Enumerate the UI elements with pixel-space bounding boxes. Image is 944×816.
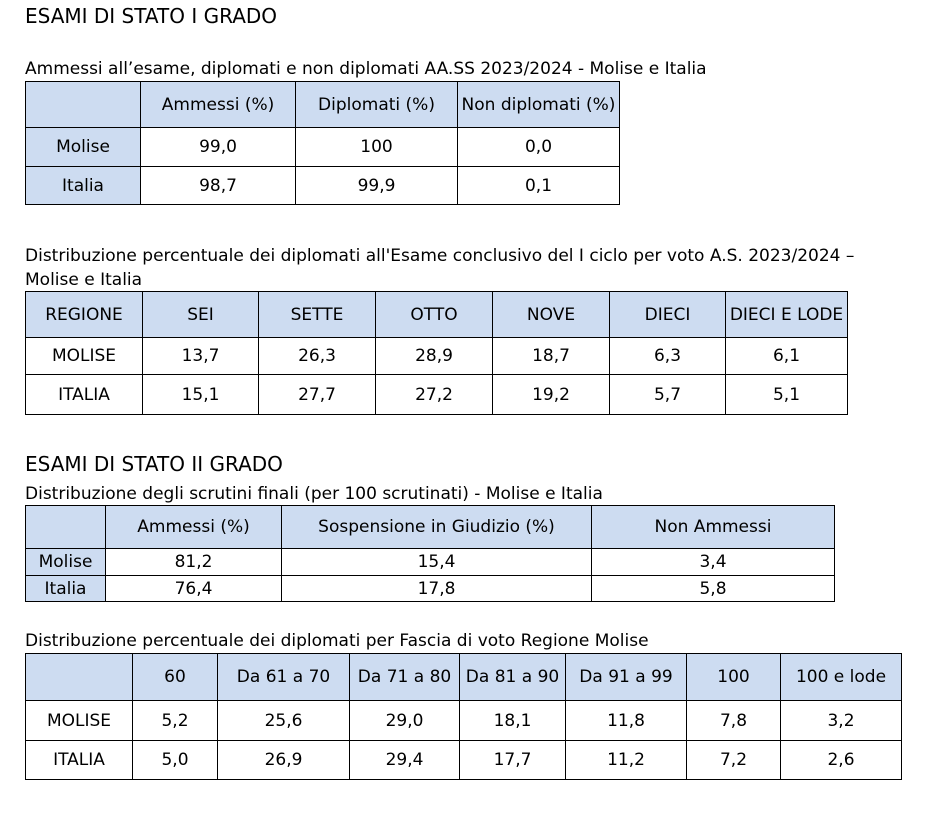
table-cell: Ammessi (%) xyxy=(105,505,282,549)
table-cell: 13,7 xyxy=(142,337,259,375)
table-cell: 3,4 xyxy=(591,548,835,576)
table-cell: 27,7 xyxy=(258,374,376,415)
table-cell: 6,3 xyxy=(609,337,726,375)
table-cell: 5,2 xyxy=(132,700,218,741)
table-cell: Italia xyxy=(25,575,106,602)
table-cell xyxy=(25,505,106,549)
table-row: MOLISE 13,7 26,3 28,9 18,7 6,3 6,1 xyxy=(25,337,848,375)
table-row: Molise 99,0 100 0,0 xyxy=(25,127,620,167)
table-row: Italia 98,7 99,9 0,1 xyxy=(25,166,620,205)
table-cell: REGIONE xyxy=(25,291,143,338)
table-cell: SEI xyxy=(142,291,259,338)
header-row: REGIONE SEI SETTE OTTO NOVE DIECI DIECI E LODE xyxy=(25,291,848,338)
table-cell: MOLISE xyxy=(25,700,133,741)
table-cell: 15,1 xyxy=(142,374,259,415)
table-cell: 5,7 xyxy=(609,374,726,415)
table-cell: 100 xyxy=(686,653,781,701)
heading: ESAMI DI STATO II GRADO xyxy=(25,452,283,476)
table-cell: Molise xyxy=(25,548,106,576)
table-cell: SETTE xyxy=(258,291,376,338)
table-cell: MOLISE xyxy=(25,337,143,375)
table-cell: ITALIA xyxy=(25,374,143,415)
table-cell: 19,2 xyxy=(492,374,610,415)
table-cell: 60 xyxy=(132,653,218,701)
table-cell: 98,7 xyxy=(140,166,296,205)
header-row: Ammessi (%) Diplomati (%) Non diplomati (%… xyxy=(25,81,620,128)
table-row: ITALIA 15,1 27,7 27,2 19,2 5,7 5,1 xyxy=(25,374,848,415)
heading: ESAMI DI STATO I GRADO xyxy=(25,4,278,28)
table-cell: NOVE xyxy=(492,291,610,338)
table-cell: 2,6 xyxy=(780,740,902,780)
table-cell: 76,4 xyxy=(105,575,282,602)
table-cell: OTTO xyxy=(375,291,493,338)
table-cell: 26,9 xyxy=(217,740,350,780)
table-cell: Da 91 a 99 xyxy=(565,653,687,701)
table-cell: Non Ammessi xyxy=(591,505,835,549)
table: Ammessi (%) Sospensione in Giudizio (%) No… xyxy=(25,505,835,602)
table-cell: 17,8 xyxy=(281,575,592,602)
table-cell: Molise xyxy=(25,127,141,167)
table-cell: 7,8 xyxy=(686,700,781,741)
table: Ammessi (%) Diplomati (%) Non diplomati (%… xyxy=(25,81,620,205)
table-cell: 18,7 xyxy=(492,337,610,375)
table-row: MOLISE 5,2 25,6 29,0 18,1 11,8 7,8 3,2 xyxy=(25,700,902,741)
table-cell: 28,9 xyxy=(375,337,493,375)
table-cell: 27,2 xyxy=(375,374,493,415)
caption: Distribuzione percentuale dei diplomati … xyxy=(25,246,855,290)
table-cell: Italia xyxy=(25,166,141,205)
table-cell: 25,6 xyxy=(217,700,350,741)
table-cell: 99,0 xyxy=(140,127,296,167)
table-cell: 11,2 xyxy=(565,740,687,780)
table-cell xyxy=(25,81,141,128)
table-cell: 0,0 xyxy=(457,127,620,167)
table-cell: 5,8 xyxy=(591,575,835,602)
header-row: Ammessi (%) Sospensione in Giudizio (%) No… xyxy=(25,505,835,549)
table-cell: Non diplomati (%) xyxy=(457,81,620,128)
table-cell: Da 71 a 80 xyxy=(349,653,460,701)
table-cell: 81,2 xyxy=(105,548,282,576)
table-cell: 7,2 xyxy=(686,740,781,780)
table-cell: 6,1 xyxy=(725,337,848,375)
caption: Distribuzione percentuale dei diplomati … xyxy=(25,631,649,651)
table-cell: 100 e lode xyxy=(780,653,902,701)
table-cell: DIECI xyxy=(609,291,726,338)
table-row: ITALIA 5,0 26,9 29,4 17,7 11,2 7,2 2,6 xyxy=(25,740,902,780)
table-cell: DIECI E LODE xyxy=(725,291,848,338)
table-cell: 18,1 xyxy=(459,700,566,741)
caption: Ammessi all’esame, diplomati e non diplo… xyxy=(25,59,707,79)
table-cell: 3,2 xyxy=(780,700,902,741)
table-cell: 0,1 xyxy=(457,166,620,205)
table: 60 Da 61 a 70 Da 71 a 80 Da 81 a 90 Da 91 a … xyxy=(25,653,902,780)
table-row: Italia 76,4 17,8 5,8 xyxy=(25,575,835,602)
table: REGIONE SEI SETTE OTTO NOVE DIECI DIECI E LODE… xyxy=(25,291,848,415)
table-cell: 5,1 xyxy=(725,374,848,415)
caption: Distribuzione degli scrutini finali (per… xyxy=(25,484,603,504)
header-row: 60 Da 61 a 70 Da 71 a 80 Da 81 a 90 Da 91 a … xyxy=(25,653,902,701)
table-cell: 15,4 xyxy=(281,548,592,576)
table-cell: 29,0 xyxy=(349,700,460,741)
table-cell: 99,9 xyxy=(295,166,458,205)
table-cell: Sospensione in Giudizio (%) xyxy=(281,505,592,549)
table-cell: ITALIA xyxy=(25,740,133,780)
table-row: Molise 81,2 15,4 3,4 xyxy=(25,548,835,576)
table-cell: 100 xyxy=(295,127,458,167)
table-cell: Da 61 a 70 xyxy=(217,653,350,701)
table-cell: 26,3 xyxy=(258,337,376,375)
table-cell: Diplomati (%) xyxy=(295,81,458,128)
table-cell: 29,4 xyxy=(349,740,460,780)
table-cell xyxy=(25,653,133,701)
table-cell: Ammessi (%) xyxy=(140,81,296,128)
table-cell: 11,8 xyxy=(565,700,687,741)
table-cell: 17,7 xyxy=(459,740,566,780)
table-cell: 5,0 xyxy=(132,740,218,780)
table-cell: Da 81 a 90 xyxy=(459,653,566,701)
